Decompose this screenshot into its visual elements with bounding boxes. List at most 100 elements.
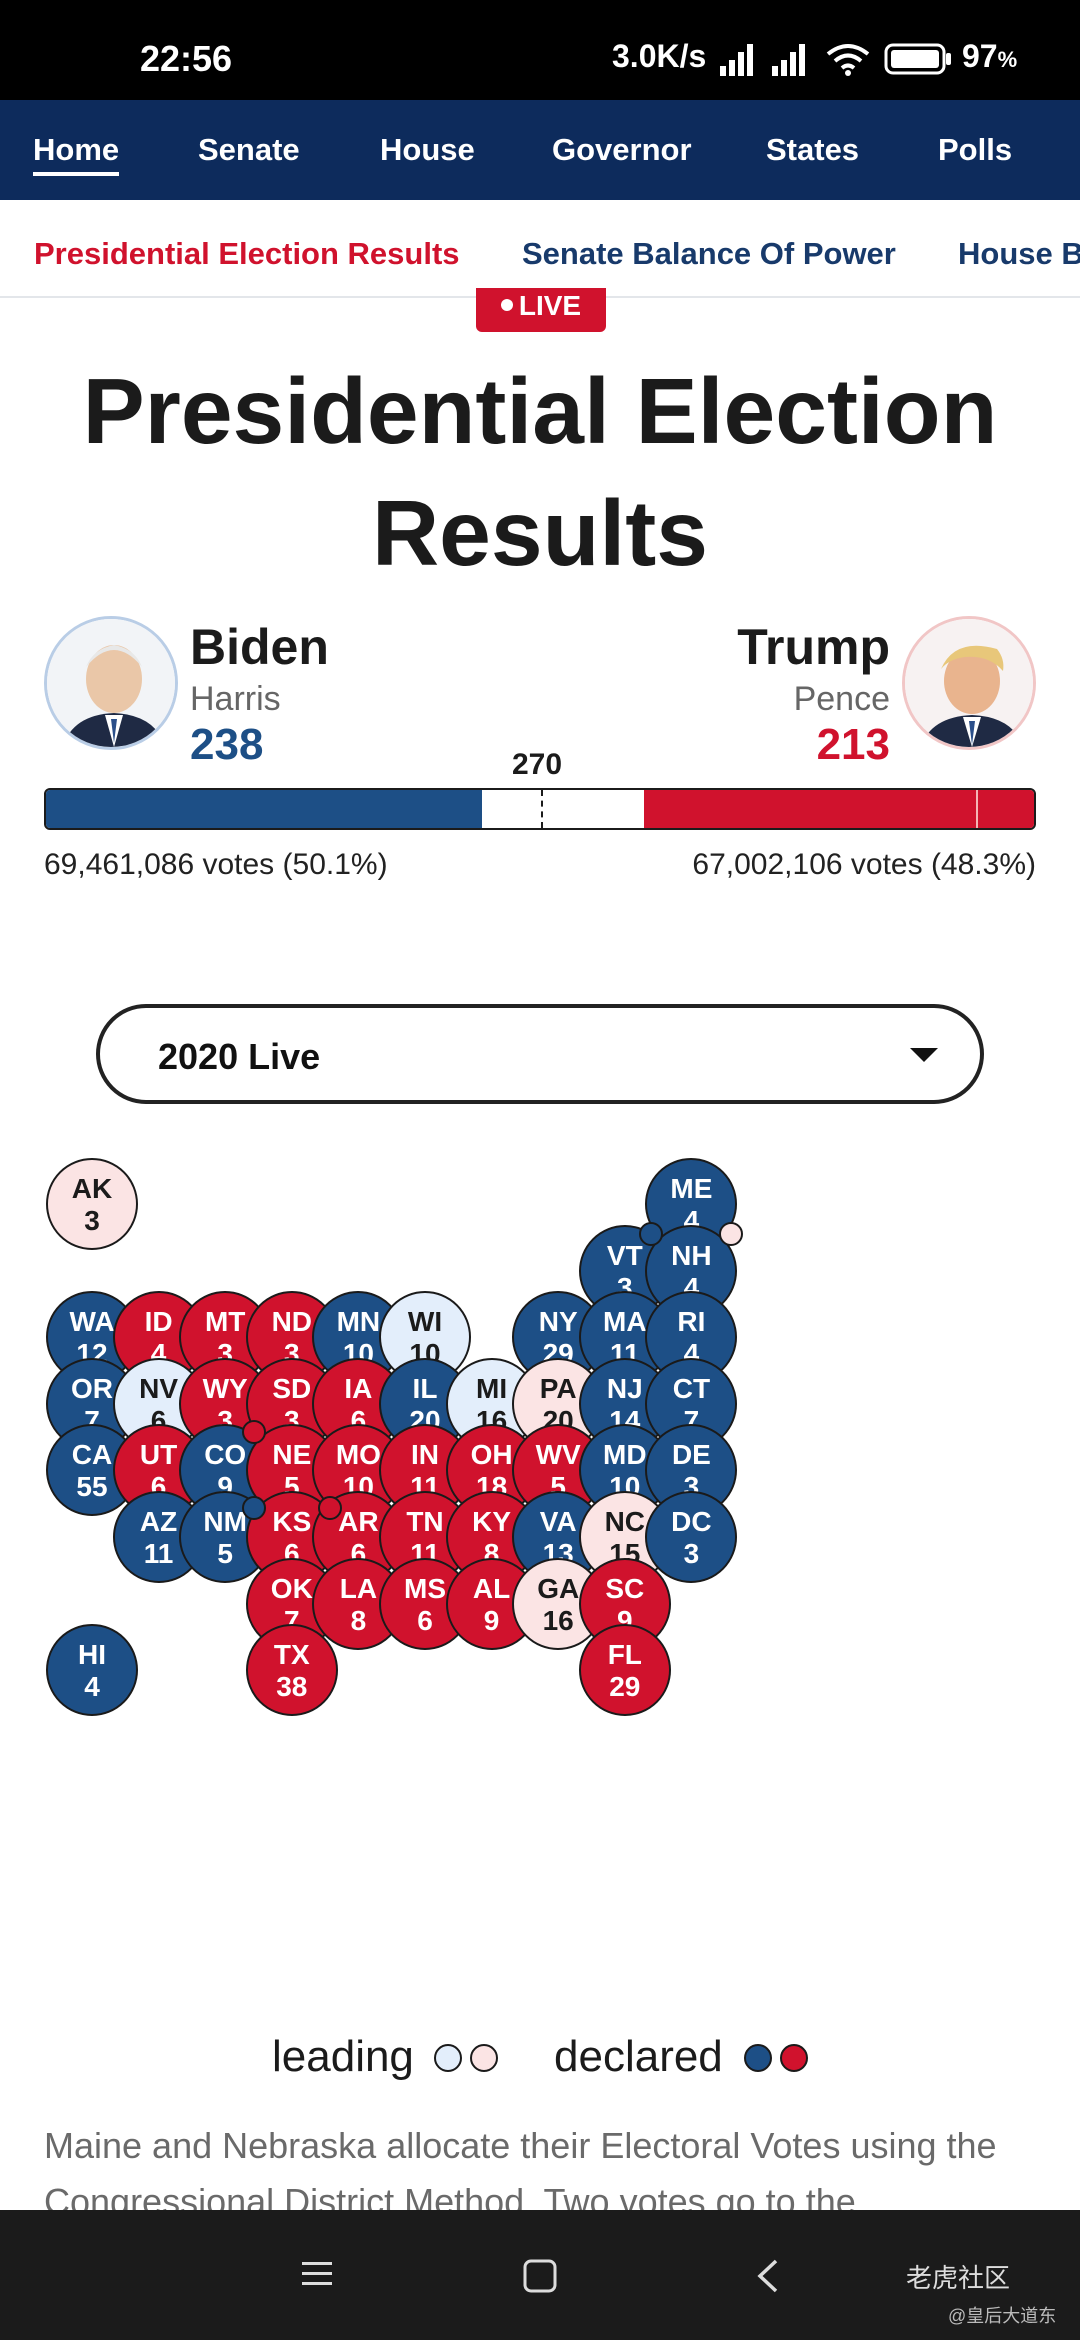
- state-hi[interactable]: HI 4: [46, 1624, 138, 1717]
- nav-house[interactable]: House: [380, 132, 475, 167]
- legend-declared-dem-swatch: [744, 2044, 772, 2072]
- year-selector[interactable]: 2020 Live: [96, 1004, 984, 1104]
- ne-district-dot-rep-2: [317, 1496, 342, 1521]
- state-abbr: LA: [339, 1572, 378, 1604]
- state-abbr: WI: [407, 1306, 443, 1338]
- state-abbr: DC: [671, 1506, 712, 1537]
- status-bar: 22:56 3.0K/s 97%: [0, 0, 1080, 100]
- state-abbr: MT: [204, 1306, 246, 1338]
- sub-nav: Presidential Election Results Senate Bal…: [0, 200, 1080, 298]
- network-speed: 3.0K/s: [612, 38, 707, 74]
- state-abbr: NM: [203, 1506, 247, 1537]
- state-abbr: MS: [404, 1572, 446, 1604]
- state-abbr: UT: [139, 1439, 178, 1471]
- state-abbr: NE: [272, 1439, 312, 1471]
- state-electoral-votes: 8: [350, 1604, 367, 1636]
- subnav-presidential[interactable]: Presidential Election Results: [34, 236, 460, 271]
- year-selector-value: 2020 Live: [158, 1036, 321, 1077]
- state-abbr: AR: [338, 1506, 379, 1537]
- state-abbr: SD: [272, 1372, 312, 1404]
- threshold-line: [540, 790, 543, 828]
- dem-running-mate: Harris: [190, 680, 281, 718]
- state-abbr: GA: [537, 1572, 580, 1604]
- state-abbr: NC: [604, 1506, 646, 1537]
- state-abbr: VT: [606, 1239, 643, 1271]
- nav-senate[interactable]: Senate: [198, 132, 300, 167]
- state-abbr: DE: [671, 1439, 711, 1471]
- state-electoral-votes: 55: [76, 1471, 108, 1503]
- legend-leading-dem-swatch: [434, 2044, 462, 2072]
- battery-icon: [884, 43, 951, 75]
- state-abbr: ID: [144, 1306, 173, 1338]
- state-abbr: OH: [470, 1439, 513, 1471]
- me-district-dot-rep-lean: [719, 1222, 744, 1246]
- dem-candidate-name: Biden: [190, 619, 329, 675]
- chevron-down-icon: [910, 1048, 938, 1062]
- legend-declared-rep-swatch: [780, 2044, 808, 2072]
- state-abbr: WA: [69, 1306, 115, 1338]
- state-abbr: WY: [202, 1372, 248, 1404]
- page-title: Presidential Election Results: [82, 359, 998, 585]
- watermark-brand: 老虎社区: [906, 2263, 1011, 2293]
- state-abbr: IA: [344, 1372, 373, 1404]
- back-icon[interactable]: [754, 2258, 782, 2294]
- state-electoral-votes: 3: [84, 1205, 100, 1236]
- nav-polls[interactable]: Polls: [938, 132, 1013, 167]
- state-abbr: TN: [406, 1506, 444, 1537]
- state-abbr: NV: [139, 1372, 179, 1404]
- state-electoral-votes: 4: [84, 1671, 100, 1703]
- state-abbr: PA: [539, 1372, 577, 1404]
- state-dc[interactable]: DC 3: [645, 1491, 738, 1583]
- nav-governor[interactable]: Governor: [552, 132, 692, 167]
- state-ga[interactable]: GA 16: [512, 1557, 605, 1650]
- state-electoral-votes: 6: [417, 1604, 433, 1636]
- state-abbr: KY: [472, 1506, 512, 1537]
- state-tile-map: AK 3 ME 4 VT 3 NH 4 WA 12 ID 4 MT 3 ND 3 MN 10 WI 10 NY 29 MA 1…: [0, 1150, 1080, 1970]
- biden-avatar: [44, 616, 178, 750]
- ne-district-dot-dem: [241, 1496, 266, 1521]
- state-abbr: OR: [71, 1372, 113, 1404]
- menu-icon[interactable]: [300, 2258, 336, 2290]
- subnav-house-balance[interactable]: House B: [958, 236, 1080, 271]
- state-abbr: SC: [605, 1572, 645, 1604]
- state-abbr: WV: [535, 1439, 581, 1471]
- state-abbr: MD: [603, 1439, 647, 1471]
- state-abbr: CA: [71, 1439, 113, 1471]
- state-ak[interactable]: AK 3: [46, 1158, 138, 1250]
- system-nav-bar: [0, 2210, 1080, 2340]
- state-abbr: IN: [411, 1439, 439, 1471]
- state-abbr: MA: [603, 1306, 647, 1338]
- state-tx[interactable]: TX 38: [245, 1624, 338, 1717]
- rep-running-mate: Pence: [793, 680, 890, 718]
- rep-candidate-name: Trump: [737, 619, 890, 675]
- state-abbr: MN: [336, 1306, 381, 1338]
- battery-percent: 97%: [962, 38, 1018, 74]
- cell-signal-icon: [720, 44, 753, 76]
- nav-states[interactable]: States: [766, 132, 860, 167]
- state-abbr: KS: [272, 1506, 312, 1537]
- state-abbr: ND: [271, 1306, 313, 1338]
- trump-avatar: [902, 616, 1036, 750]
- state-abbr: NH: [671, 1239, 712, 1271]
- main-nav: Home Senate House Governor States Polls: [0, 100, 1080, 200]
- live-label: LIVE: [518, 290, 582, 321]
- subnav-senate-balance[interactable]: Senate Balance Of Power: [522, 236, 896, 271]
- state-abbr: ME: [670, 1173, 713, 1204]
- nav-home[interactable]: Home: [33, 132, 120, 176]
- rep-fill-divider: [976, 790, 978, 828]
- rep-popular-vote: 67,002,106 votes (48.3%): [692, 848, 1036, 881]
- dem-progress-fill: [46, 790, 483, 828]
- state-electoral-votes: 38: [276, 1671, 308, 1703]
- status-time: 22:56: [140, 38, 233, 79]
- state-abbr: MI: [476, 1372, 508, 1404]
- wifi-icon: [826, 44, 870, 76]
- state-electoral-votes: 9: [483, 1604, 500, 1636]
- legend-leading-label: leading: [272, 2032, 414, 2081]
- state-abbr: MO: [335, 1439, 381, 1471]
- state-fl[interactable]: FL 29: [578, 1624, 671, 1717]
- state-abbr: NY: [538, 1306, 578, 1338]
- home-icon[interactable]: [522, 2258, 558, 2294]
- electoral-progress-bar: [44, 788, 1036, 830]
- state-abbr: NJ: [606, 1372, 643, 1404]
- legend-leading-rep-swatch: [470, 2044, 498, 2072]
